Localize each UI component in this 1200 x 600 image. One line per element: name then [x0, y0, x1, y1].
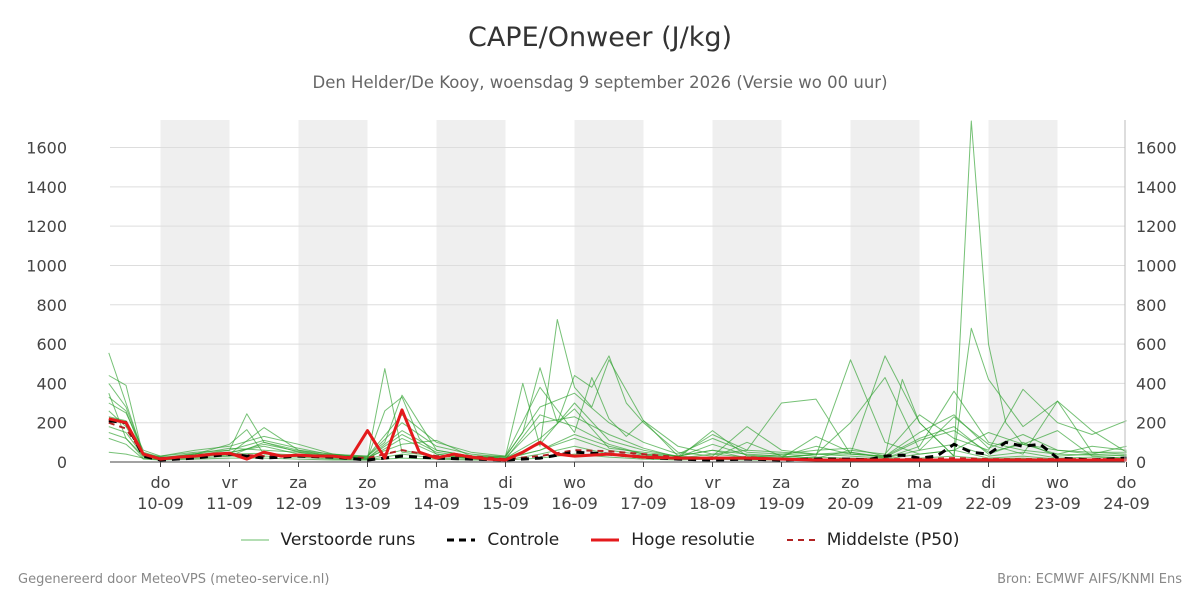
legend-control-label: Controle	[487, 530, 560, 550]
x-tick-date-7: 17-09	[620, 494, 667, 513]
y-tick-left-0: 0	[57, 453, 67, 472]
ensemble-lines	[108, 120, 1127, 461]
x-tick-day-7: do	[634, 473, 654, 492]
legend-median-label: Middelste (P50)	[826, 530, 960, 550]
x-tick-date-12: 22-09	[965, 494, 1012, 513]
y-tick-left-1400: 1400	[26, 178, 67, 197]
ensemble-member-3	[108, 377, 1127, 457]
x-tick-date-3: 13-09	[344, 494, 391, 513]
x-tick-date-6: 16-09	[551, 494, 598, 513]
y-tick-right-600: 600	[1136, 335, 1167, 354]
x-tick-date-8: 18-09	[689, 494, 736, 513]
footer-source: Bron: ECMWF AIFS/KNMI Ens	[997, 572, 1182, 587]
night-band-1	[298, 120, 368, 462]
x-tick-date-9: 19-09	[758, 494, 805, 513]
x-tick-date-4: 14-09	[413, 494, 460, 513]
legend-hires-label: Hoge resolutie	[631, 530, 755, 550]
hires-line-group	[108, 408, 1127, 462]
x-tick-date-10: 20-09	[827, 494, 874, 513]
x-tick-date-1: 11-09	[206, 494, 253, 513]
legend-hires-swatch	[591, 538, 620, 542]
y-axis-left: 0 200 400 600 800 1000 1200 1400 1600	[26, 139, 67, 472]
y-tick-right-400: 400	[1136, 374, 1167, 393]
legend: Verstoorde runs Controle Hoge resolutie …	[0, 530, 1200, 550]
footer-generator: Gegenereerd door MeteoVPS (meteo-service…	[18, 572, 330, 587]
legend-median: Middelste (P50)	[786, 530, 960, 550]
x-tick-day-5: di	[498, 473, 513, 492]
legend-median-swatch	[786, 539, 815, 541]
y-tick-left-200: 200	[36, 414, 67, 433]
median-line	[108, 421, 1127, 461]
x-tick-day-8: vr	[704, 473, 720, 492]
x-tick-date-5: 15-09	[482, 494, 529, 513]
y-tick-right-1200: 1200	[1136, 217, 1177, 236]
x-axis: do 10-09 vr 11-09 za 12-09 zo 13-09 ma 14-09 di 15-…	[137, 462, 1150, 513]
x-tick-day-1: vr	[221, 473, 237, 492]
night-band-4	[712, 120, 782, 462]
night-band-3	[574, 120, 644, 462]
legend-ensemble-label: Verstoorde runs	[280, 530, 416, 550]
ensemble-member-10	[108, 396, 1127, 459]
legend-hires: Hoge resolutie	[591, 530, 755, 550]
x-tick-day-0: do	[151, 473, 171, 492]
grid-lines	[110, 147, 1125, 463]
x-tick-date-2: 12-09	[275, 494, 322, 513]
x-tick-day-4: ma	[424, 473, 449, 492]
night-band-0	[160, 120, 230, 462]
x-tick-day-10: zo	[841, 473, 859, 492]
x-tick-day-6: wo	[563, 473, 586, 492]
x-tick-date-13: 23-09	[1034, 494, 1081, 513]
night-band-2	[436, 120, 506, 462]
ensemble-member-9	[108, 383, 1127, 458]
y-tick-right-1600: 1600	[1136, 139, 1177, 158]
y-tick-left-800: 800	[36, 296, 67, 315]
y-tick-right-0: 0	[1136, 453, 1146, 472]
x-tick-day-14: do	[1117, 473, 1137, 492]
x-tick-date-0: 10-09	[137, 494, 184, 513]
y-tick-right-200: 200	[1136, 414, 1167, 433]
y-tick-left-600: 600	[36, 335, 67, 354]
y-tick-right-1000: 1000	[1136, 256, 1177, 275]
legend-ensemble: Verstoorde runs	[240, 530, 416, 550]
night-band-5	[850, 120, 920, 462]
x-tick-date-11: 21-09	[896, 494, 943, 513]
x-tick-day-3: zo	[358, 473, 376, 492]
night-bands	[160, 120, 1058, 462]
ensemble-member-2	[108, 120, 1127, 459]
y-tick-left-1600: 1600	[26, 139, 67, 158]
legend-ensemble-swatch	[240, 539, 269, 541]
x-tick-day-9: za	[772, 473, 790, 492]
y-tick-right-1400: 1400	[1136, 178, 1177, 197]
y-tick-left-1200: 1200	[26, 217, 67, 236]
x-tick-date-14: 24-09	[1103, 494, 1150, 513]
axes	[110, 120, 1126, 463]
y-tick-left-1000: 1000	[26, 256, 67, 275]
y-axis-right: 0 200 400 600 800 1000 1200 1400 1600	[1136, 139, 1177, 472]
median-line-group	[108, 421, 1127, 461]
y-tick-right-800: 800	[1136, 296, 1167, 315]
x-tick-day-2: za	[289, 473, 307, 492]
legend-control: Controle	[447, 530, 559, 550]
y-tick-left-400: 400	[36, 374, 67, 393]
chart-subtitle: Den Helder/De Kooy, woensdag 9 september…	[312, 73, 888, 92]
night-band-6	[988, 120, 1058, 462]
hires-line	[108, 408, 1127, 462]
legend-control-swatch	[447, 538, 476, 542]
x-tick-day-11: ma	[907, 473, 932, 492]
x-tick-day-12: di	[981, 473, 996, 492]
chart-title: CAPE/Onweer (J/kg)	[467, 22, 732, 53]
x-tick-day-13: wo	[1046, 473, 1069, 492]
